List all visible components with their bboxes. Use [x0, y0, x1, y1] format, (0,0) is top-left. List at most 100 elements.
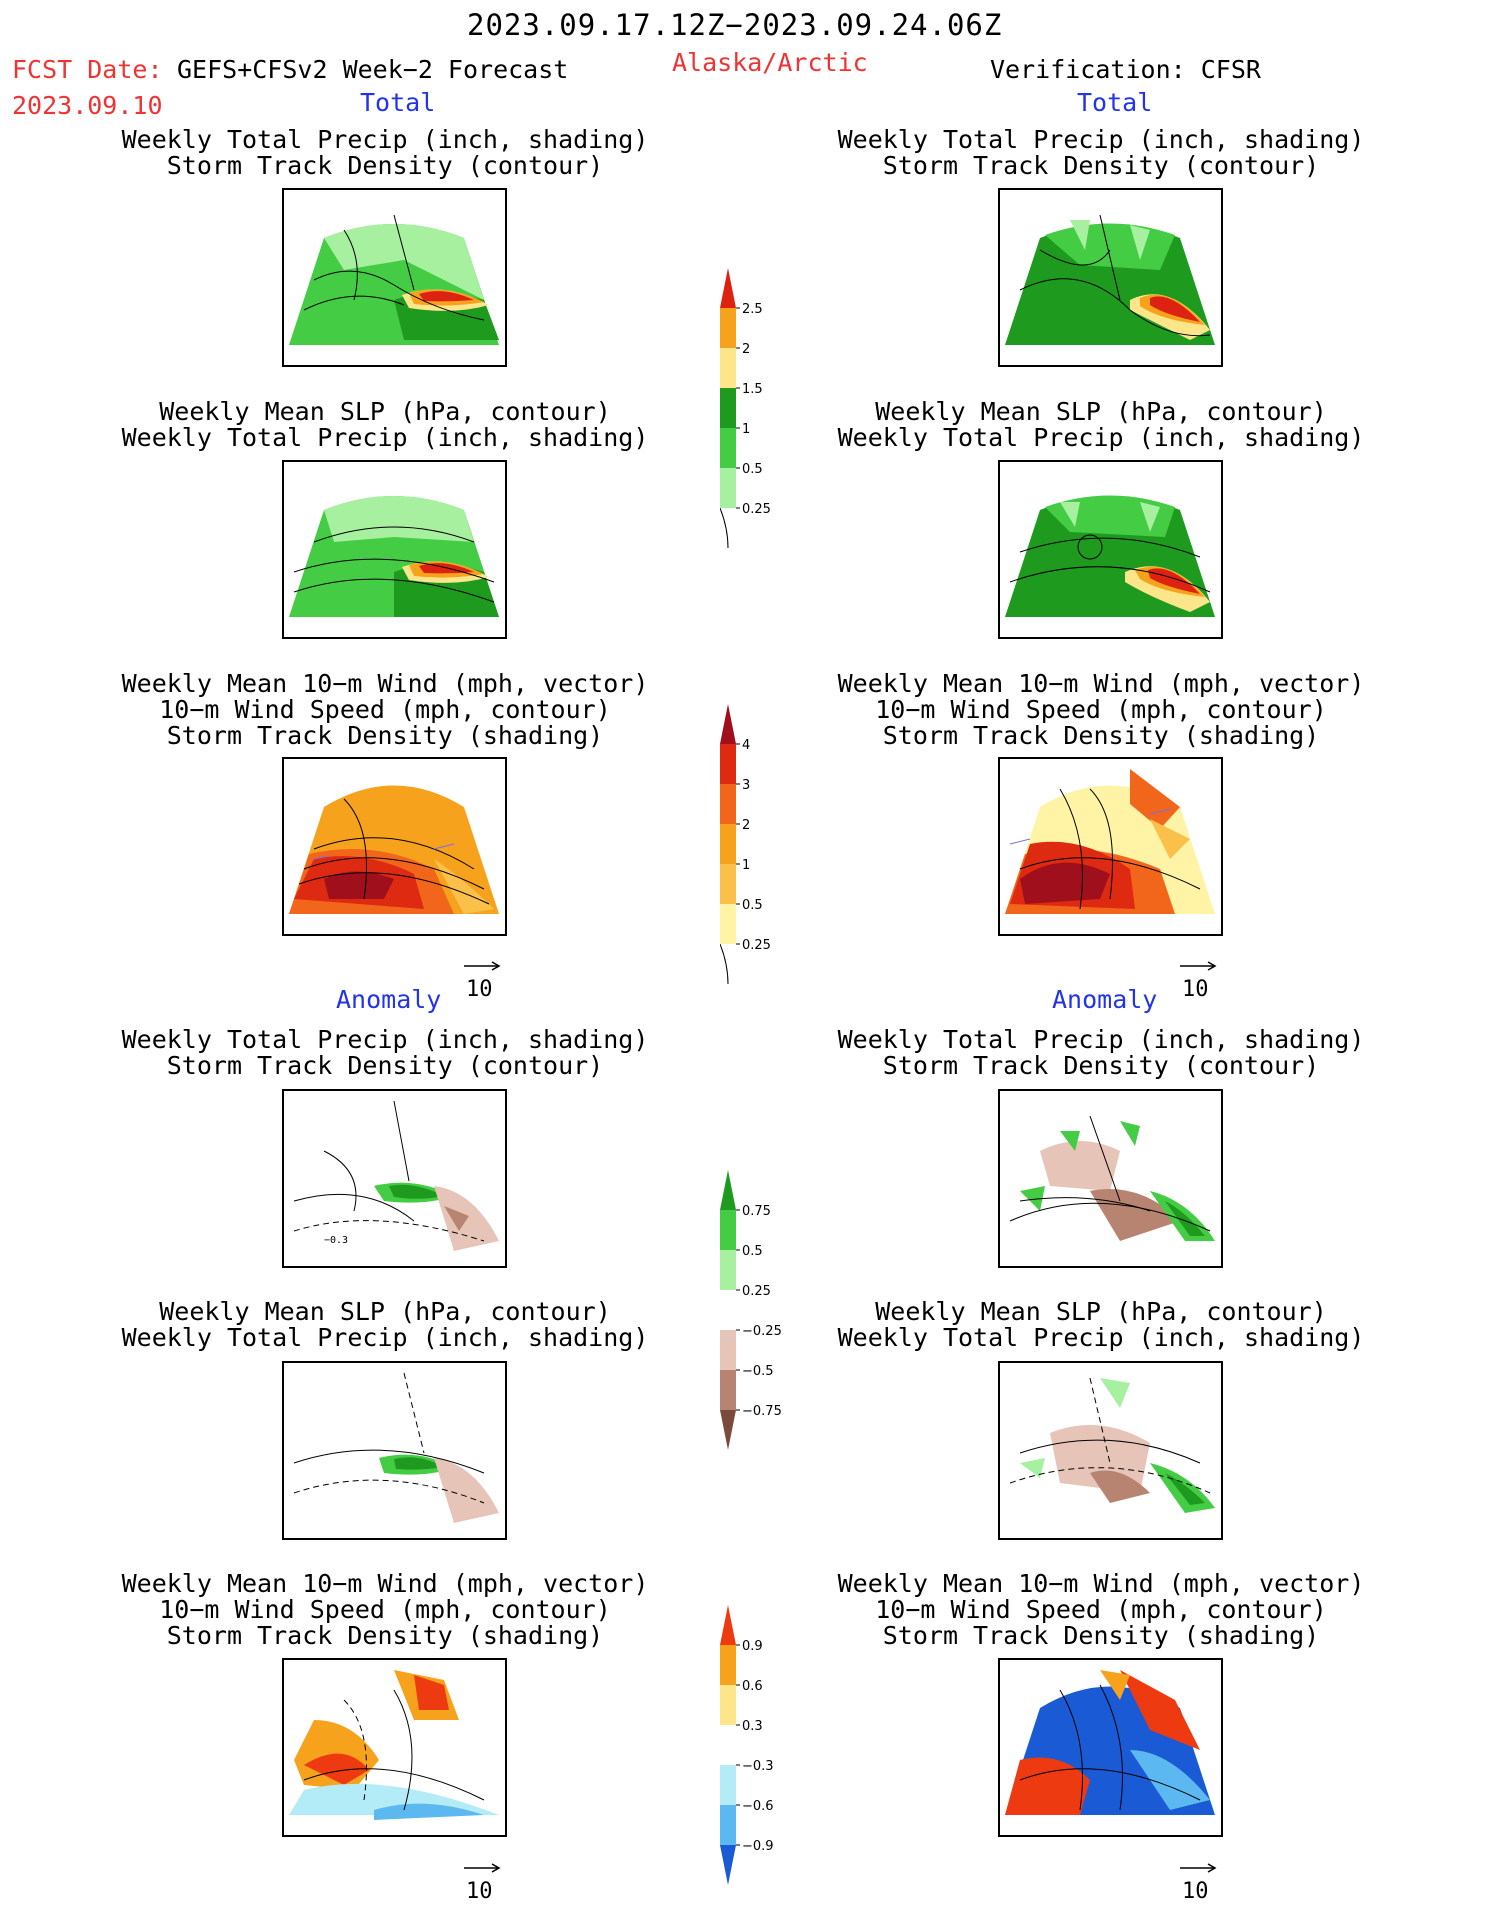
colorbar-segment — [720, 1290, 736, 1330]
vector-ref-label: 10 — [466, 977, 493, 1002]
colorbar-segment — [720, 1725, 736, 1765]
map-total-slp-forecast — [282, 460, 507, 639]
colorbar-segment — [720, 428, 736, 468]
colorbar-segment — [720, 1210, 736, 1250]
vector-ref-anom-left: 10 — [462, 1860, 502, 1904]
colorbar-segment — [720, 1330, 736, 1370]
colorbar-label: −0.3 — [742, 1759, 774, 1774]
colorbar-segment — [720, 1605, 736, 1645]
colorbar-label: −0.75 — [742, 1404, 782, 1419]
colorbar-svg: 0.9 0.6 0.3 −0.3 −0.6 −0.9 — [720, 1605, 774, 1885]
section-anomaly-left: Anomaly — [336, 985, 442, 1014]
date-range-title: 2023.09.17.12Z−2023.09.24.06Z — [467, 8, 1003, 42]
colorbar-segment — [720, 864, 736, 904]
fcst-date-label: FCST Date: — [12, 55, 163, 84]
vector-ref-label: 10 — [1182, 977, 1209, 1002]
panel-title-total-slp-left: Weekly Mean SLP (hPa, contour) Weekly To… — [121, 397, 649, 452]
region-label: Alaska/Arctic — [672, 48, 868, 77]
colorbar-segment — [720, 1250, 736, 1290]
colorbar-label: 0.75 — [742, 1204, 771, 1219]
section-total-right: Total — [1077, 88, 1153, 117]
colorbar-segment — [720, 348, 736, 388]
panel-title-anom-wind-right: Weekly Mean 10−m Wind (mph, vector) 10−m… — [837, 1569, 1365, 1650]
panel-title-anom-wind-left: Weekly Mean 10−m Wind (mph, vector) 10−m… — [121, 1569, 649, 1650]
colorbar-anomaly-storm-density: 0.9 0.6 0.3 −0.3 −0.6 −0.9 — [720, 1605, 800, 1929]
colorbar-label: 2.5 — [742, 302, 763, 317]
colorbar-segment — [720, 1765, 736, 1805]
colorbar-label: 1.5 — [742, 382, 763, 397]
verification-label: Verification: CFSR — [990, 55, 1261, 84]
panel-title-total-precip-left: Weekly Total Precip (inch, shading) Stor… — [121, 125, 649, 180]
map-anom-slp-forecast — [282, 1361, 507, 1540]
colorbar-segment — [720, 308, 736, 348]
forecast-date: 2023.09.10 — [12, 91, 163, 120]
panel-title-anom-precip-left: Weekly Total Precip (inch, shading) Stor… — [121, 1025, 649, 1080]
colorbar-label: 0.6 — [742, 1679, 763, 1694]
colorbar-segment — [720, 268, 736, 308]
panel-title-anom-slp-left: Weekly Mean SLP (hPa, contour) Weekly To… — [121, 1297, 649, 1352]
map-anom-wind-verification — [998, 1658, 1223, 1837]
vector-ref-total-right: 10 — [1178, 958, 1218, 1002]
map-total-wind-verification — [998, 757, 1223, 936]
colorbar-label: 0.25 — [742, 502, 771, 517]
map-anom-slp-verification — [998, 1361, 1223, 1540]
colorbar-segment — [720, 784, 736, 824]
colorbar-label: 0.3 — [742, 1719, 763, 1734]
colorbar-segment — [720, 744, 736, 784]
map-total-precip-forecast — [282, 188, 507, 367]
colorbar-anomaly-precip: 0.75 0.5 0.25 −0.25 −0.5 −0.75 — [720, 1170, 800, 1494]
colorbar-segment — [720, 1645, 736, 1685]
colorbar-segment — [720, 1685, 736, 1725]
map-anom-precip-forecast: −0.3 — [282, 1089, 507, 1268]
colorbar-segment — [720, 468, 736, 508]
contour-label: −0.3 — [324, 1235, 348, 1246]
colorbar-label: 4 — [742, 738, 750, 753]
vector-ref-total-left: 10 — [462, 958, 502, 1002]
section-anomaly-right: Anomaly — [1052, 985, 1158, 1014]
colorbar-label: −0.9 — [742, 1839, 774, 1854]
colorbar-label: 0.25 — [742, 1284, 771, 1299]
map-anom-precip-verification — [998, 1089, 1223, 1268]
panel-title-total-slp-right: Weekly Mean SLP (hPa, contour) Weekly To… — [837, 397, 1365, 452]
colorbar-label: −0.6 — [742, 1799, 774, 1814]
colorbar-label: 1 — [742, 858, 750, 873]
colorbar-label: −0.5 — [742, 1364, 774, 1379]
colorbar-total-precip: 2.5 2 1.5 1 0.5 0.25 — [719, 268, 800, 552]
colorbar-tail — [719, 943, 729, 985]
colorbar-label: 2 — [742, 342, 750, 357]
vector-ref-label: 10 — [466, 1879, 493, 1904]
colorbar-label: 0.9 — [742, 1639, 763, 1654]
vector-ref-label: 10 — [1182, 1879, 1209, 1904]
colorbar-segment — [720, 1370, 736, 1410]
forecast-model: GEFS+CFSv2 Week−2 Forecast — [177, 55, 569, 84]
panel-title-total-wind-right: Weekly Mean 10−m Wind (mph, vector) 10−m… — [837, 669, 1365, 750]
panel-title-total-wind-left: Weekly Mean 10−m Wind (mph, vector) 10−m… — [121, 669, 649, 750]
colorbar-segment — [720, 904, 736, 944]
colorbar-label: 2 — [742, 818, 750, 833]
colorbar-tail — [719, 507, 729, 549]
colorbar-label: 0.5 — [742, 462, 763, 477]
map-anom-wind-forecast — [282, 1658, 507, 1837]
colorbar-label: 0.25 — [742, 938, 771, 953]
colorbar-label: 0.5 — [742, 1244, 763, 1259]
colorbar-svg: 4 3 2 1 0.5 0.25 — [719, 704, 771, 985]
colorbar-svg: 2.5 2 1.5 1 0.5 0.25 — [719, 268, 771, 549]
section-total-left: Total — [360, 88, 436, 117]
panel-title-anom-slp-right: Weekly Mean SLP (hPa, contour) Weekly To… — [837, 1297, 1365, 1352]
colorbar-segment — [720, 1170, 736, 1210]
colorbar-label: 3 — [742, 778, 750, 793]
colorbar-label: −0.25 — [742, 1324, 782, 1339]
panel-title-anom-precip-right: Weekly Total Precip (inch, shading) Stor… — [837, 1025, 1365, 1080]
colorbar-label: 0.5 — [742, 898, 763, 913]
colorbar-segment — [720, 704, 736, 744]
map-total-wind-forecast — [282, 757, 507, 936]
colorbar-svg: 0.75 0.5 0.25 −0.25 −0.5 −0.75 — [720, 1170, 782, 1450]
colorbar-segment — [720, 824, 736, 864]
colorbar-total-storm-density: 4 3 2 1 0.5 0.25 — [719, 704, 800, 988]
colorbar-segment — [720, 388, 736, 428]
vector-ref-anom-right: 10 — [1178, 1860, 1218, 1904]
map-total-precip-verification — [998, 188, 1223, 367]
panel-title-total-precip-right: Weekly Total Precip (inch, shading) Stor… — [837, 125, 1365, 180]
colorbar-label: 1 — [742, 422, 750, 437]
colorbar-segment — [720, 1805, 736, 1845]
